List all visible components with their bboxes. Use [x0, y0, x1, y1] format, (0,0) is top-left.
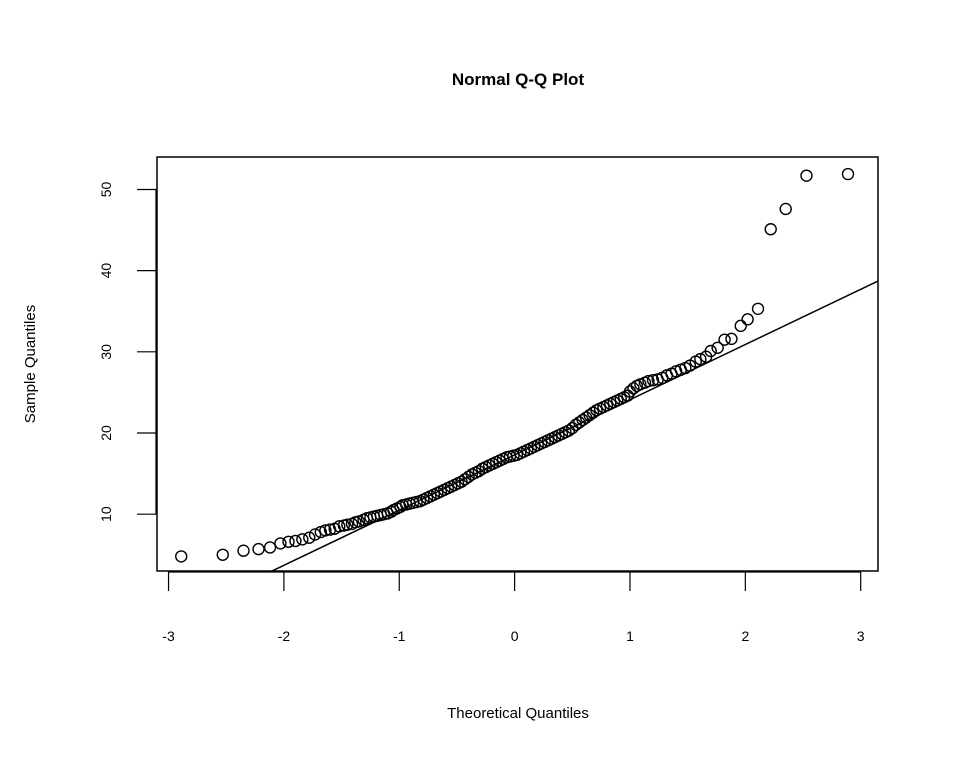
- data-point: [718, 333, 731, 346]
- data-point: [472, 464, 486, 478]
- data-point: [800, 169, 813, 182]
- data-point: [319, 524, 332, 537]
- qq-reference-line: [270, 280, 878, 571]
- x-axis-label: Theoretical Quantiles: [447, 705, 589, 722]
- data-point: [704, 344, 717, 358]
- plot-frame: [156, 156, 879, 572]
- y-tick-label: 10: [98, 506, 114, 522]
- x-tick-label: -3: [162, 628, 175, 644]
- data-point: [779, 202, 792, 216]
- data-point: [642, 374, 655, 388]
- data-point: [764, 223, 777, 236]
- data-points: [175, 167, 855, 563]
- y-axis-label: Sample Quantiles: [22, 305, 39, 423]
- x-tick-label: 2: [741, 628, 749, 644]
- data-point: [841, 167, 855, 181]
- data-point: [263, 541, 277, 554]
- data-point: [694, 352, 707, 366]
- chart-title: Normal Q-Q Plot: [452, 70, 585, 89]
- data-point: [341, 518, 354, 531]
- data-point: [252, 542, 265, 556]
- y-tick-label: 30: [98, 344, 114, 360]
- data-point: [333, 520, 346, 533]
- data-point: [711, 341, 724, 354]
- data-point: [734, 319, 747, 333]
- data-point: [741, 313, 754, 326]
- y-tick-label: 50: [98, 181, 114, 197]
- data-point: [751, 302, 765, 315]
- x-tick-label: 0: [511, 628, 519, 644]
- data-point: [646, 374, 660, 387]
- data-point: [296, 533, 309, 546]
- data-point: [274, 537, 287, 550]
- data-point: [289, 534, 302, 548]
- data-point: [725, 332, 738, 346]
- data-point: [462, 470, 475, 484]
- data-point: [237, 544, 250, 557]
- reference-line-group: [270, 280, 878, 571]
- data-point: [282, 535, 295, 548]
- data-point: [627, 382, 640, 395]
- data-point: [216, 548, 229, 561]
- x-tick-label: 1: [626, 628, 634, 644]
- y-tick-label: 40: [98, 263, 114, 279]
- y-axis: 10 20 30 40 50: [98, 181, 157, 522]
- x-axis: -3 -2 -1 0 1 2 3: [162, 571, 865, 644]
- y-tick-label: 20: [98, 425, 114, 441]
- x-tick-label: -2: [278, 628, 291, 644]
- data-point: [586, 406, 600, 419]
- data-point: [175, 550, 188, 563]
- x-tick-label: -1: [393, 628, 406, 644]
- data-point: [308, 528, 322, 541]
- x-tick-label: 3: [857, 628, 865, 644]
